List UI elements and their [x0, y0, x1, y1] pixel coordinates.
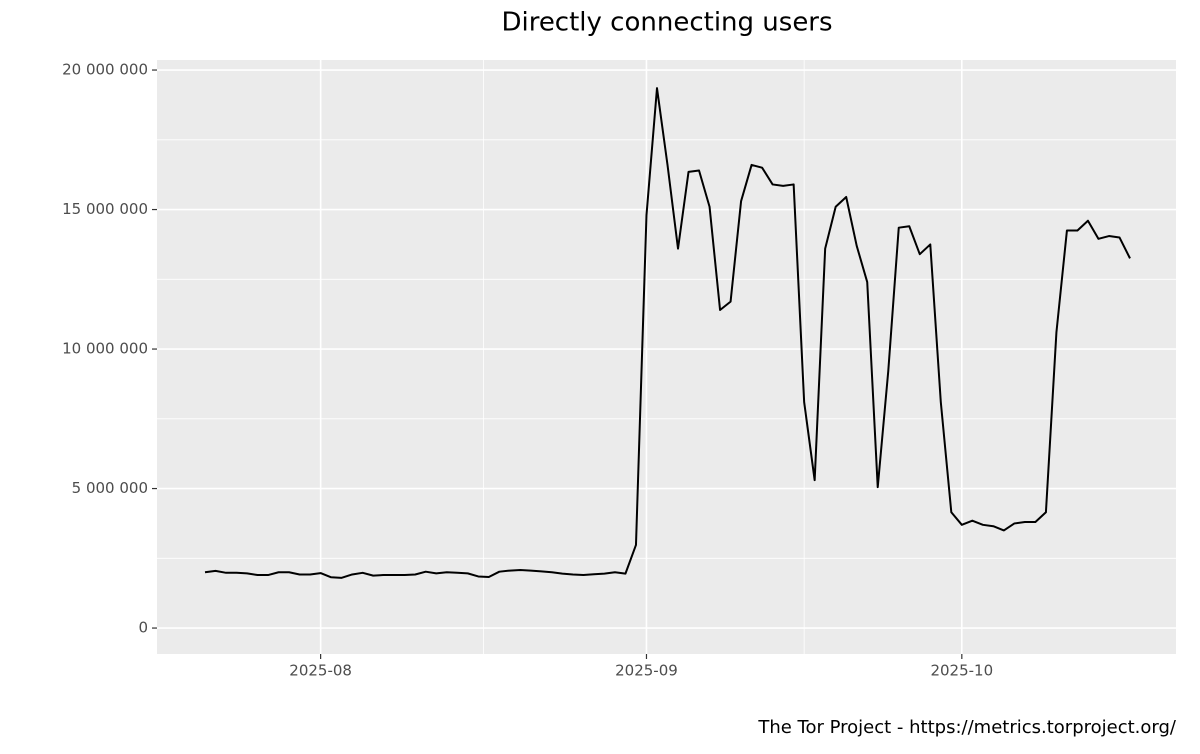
y-tick-label: 0: [138, 619, 148, 637]
x-tick-label: 2025-08: [289, 662, 352, 680]
y-tick-label: 20 000 000: [62, 61, 148, 79]
plot-panel: [157, 60, 1176, 654]
x-tick-label: 2025-10: [930, 662, 993, 680]
caption: The Tor Project - https://metrics.torpro…: [757, 717, 1177, 738]
x-tick-label: 2025-09: [615, 662, 678, 680]
y-tick-label: 5 000 000: [72, 479, 148, 497]
y-tick-label: 15 000 000: [62, 200, 148, 218]
y-tick-label: 10 000 000: [62, 340, 148, 358]
data-line: [204, 87, 1131, 579]
chart-title: Directly connecting users: [501, 8, 832, 38]
